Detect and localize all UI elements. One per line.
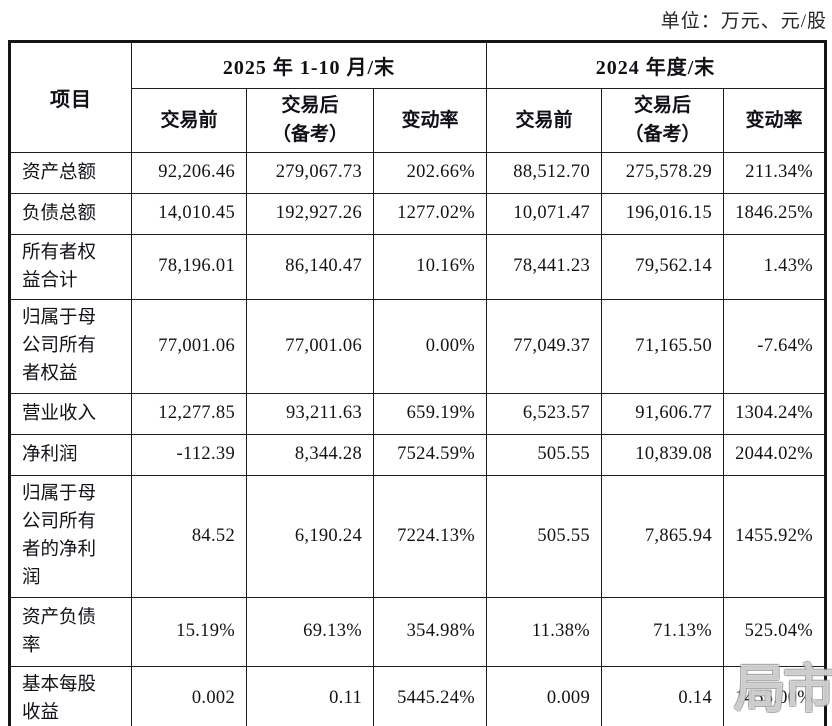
cell-2025-post: 69.13%: [246, 596, 374, 667]
cell-2025-post: 279,067.73: [246, 151, 374, 194]
cell-2024-post: 10,839.08: [601, 433, 724, 476]
cell-2025-pre: 15.19%: [131, 596, 247, 667]
cell-2025-change: 10.16%: [373, 233, 487, 300]
cell-2025-change: 7524.59%: [373, 433, 487, 476]
cell-2024-change: -7.64%: [723, 298, 826, 394]
cell-2025-post: 86,140.47: [246, 233, 374, 300]
cell-2024-change: 1455.00%: [723, 665, 826, 726]
row-net-profit: 净利润 -112.39 8,344.28 7524.59% 505.55 10,…: [9, 433, 826, 476]
cell-2025-pre: 12,277.85: [131, 392, 247, 435]
cell-2024-pre: 88,512.70: [486, 151, 602, 194]
col-header-2024-pre: 交易前: [486, 88, 602, 153]
cell-2024-pre: 77,049.37: [486, 298, 602, 394]
cell-2025-post: 6,190.24: [246, 474, 374, 598]
row-equity-parent: 归属于母公司所有者权益 77,001.06 77,001.06 0.00% 77…: [9, 298, 826, 394]
header-sub-row: 交易前 交易后 （备考） 变动率 交易前 交易后 （备考） 变动率: [10, 88, 826, 153]
cell-2024-pre: 11.38%: [486, 596, 602, 667]
cell-2025-change: 354.98%: [373, 596, 487, 667]
cell-2024-change: 525.04%: [723, 596, 826, 667]
cell-2024-post: 196,016.15: [601, 192, 724, 235]
header-group-row: 项目 2025 年 1-10 月/末 2024 年度/末: [9, 41, 826, 153]
cell-2025-change: 659.19%: [373, 392, 487, 435]
cell-2024-post: 275,578.29: [601, 151, 724, 194]
cell-2024-change: 2044.02%: [723, 433, 826, 476]
cell-2024-change: 211.34%: [723, 151, 826, 194]
cell-2024-change: 1.43%: [723, 233, 826, 300]
cell-2024-post: 91,606.77: [601, 392, 724, 435]
cell-2025-change: 7224.13%: [373, 474, 487, 598]
row-basic-eps: 基本每股收益 0.002 0.11 5445.24% 0.009 0.14 14…: [9, 665, 826, 726]
cell-2025-change: 202.66%: [373, 151, 487, 194]
row-net-profit-parent: 归属于母公司所有者的净利润 84.52 6,190.24 7224.13% 50…: [9, 474, 826, 598]
col-group-2024: 2024 年度/末: [486, 41, 826, 89]
cell-2024-pre: 0.009: [486, 665, 602, 726]
row-total-liabilities: 负债总额 14,010.45 192,927.26 1277.02% 10,07…: [9, 192, 826, 235]
col-group-2025: 2025 年 1-10 月/末: [131, 41, 487, 89]
cell-2025-post: 0.11: [246, 665, 374, 726]
col-header-2024-change: 变动率: [723, 88, 826, 153]
row-label: 归属于母公司所有者权益: [9, 298, 132, 394]
cell-2025-pre: 14,010.45: [131, 192, 247, 235]
row-label: 净利润: [9, 433, 132, 476]
cell-2024-pre: 6,523.57: [486, 392, 602, 435]
row-label: 资产总额: [9, 151, 132, 194]
cell-2024-pre: 78,441.23: [486, 233, 602, 300]
unit-label: 单位：万元、元/股: [660, 11, 827, 32]
financial-comparison-table: 项目 2025 年 1-10 月/末 2024 年度/末 交易前 交易后 （备考…: [8, 40, 827, 726]
row-label: 负债总额: [9, 192, 132, 235]
row-label: 归属于母公司所有者的净利润: [9, 474, 132, 598]
cell-2025-pre: 77,001.06: [131, 298, 247, 394]
cell-2024-change: 1455.92%: [723, 474, 826, 598]
cell-2025-pre: 92,206.46: [131, 151, 247, 194]
cell-2025-post: 192,927.26: [246, 192, 374, 235]
cell-2024-post: 79,562.14: [601, 233, 724, 300]
cell-2025-change: 0.00%: [373, 298, 487, 394]
cell-2024-post: 71.13%: [601, 596, 724, 667]
col-header-2025-post: 交易后 （备考）: [246, 88, 374, 153]
cell-2024-post: 0.14: [601, 665, 724, 726]
row-label: 资产负债率: [9, 596, 132, 667]
row-debt-ratio: 资产负债率 15.19% 69.13% 354.98% 11.38% 71.13…: [9, 596, 826, 667]
cell-2025-change: 1277.02%: [373, 192, 487, 235]
cell-2025-pre: -112.39: [131, 433, 247, 476]
row-revenue: 营业收入 12,277.85 93,211.63 659.19% 6,523.5…: [9, 392, 826, 435]
row-label: 所有者权益合计: [9, 233, 132, 300]
cell-2025-post: 93,211.63: [246, 392, 374, 435]
cell-2024-pre: 505.55: [486, 433, 602, 476]
cell-2025-pre: 84.52: [131, 474, 247, 598]
cell-2025-post: 77,001.06: [246, 298, 374, 394]
cell-2024-pre: 505.55: [486, 474, 602, 598]
row-label: 营业收入: [9, 392, 132, 435]
col-header-2025-change: 变动率: [373, 88, 487, 153]
col-header-2025-pre: 交易前: [131, 88, 247, 153]
row-total-equity: 所有者权益合计 78,196.01 86,140.47 10.16% 78,44…: [9, 233, 826, 300]
cell-2025-pre: 78,196.01: [131, 233, 247, 300]
cell-2024-post: 71,165.50: [601, 298, 724, 394]
cell-2024-post: 7,865.94: [601, 474, 724, 598]
cell-2025-change: 5445.24%: [373, 665, 487, 726]
cell-2025-pre: 0.002: [131, 665, 247, 726]
col-header-item: 项目: [9, 41, 132, 153]
cell-2024-change: 1846.25%: [723, 192, 826, 235]
row-total-assets: 资产总额 92,206.46 279,067.73 202.66% 88,512…: [9, 151, 826, 194]
row-label: 基本每股收益: [9, 665, 132, 726]
cell-2024-pre: 10,071.47: [486, 192, 602, 235]
cell-2024-change: 1304.24%: [723, 392, 826, 435]
cell-2025-post: 8,344.28: [246, 433, 374, 476]
col-header-2024-post: 交易后 （备考）: [601, 88, 724, 153]
